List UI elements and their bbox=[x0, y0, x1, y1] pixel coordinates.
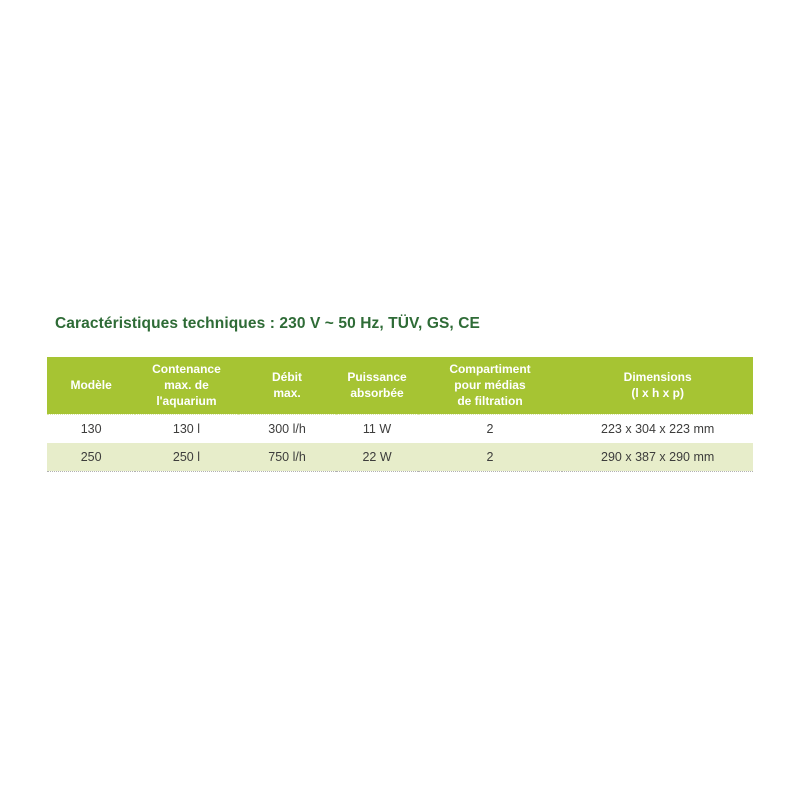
table-row-model-250: 250 250 l 750 l/h 22 W 2 290 x 387 x 290… bbox=[47, 443, 753, 472]
cell-model: 130 bbox=[47, 414, 136, 444]
cell-dimensions: 223 x 304 x 223 mm bbox=[562, 414, 753, 444]
cell-compartments: 2 bbox=[417, 443, 563, 472]
col-header-capacity: Contenance max. de l'aquarium bbox=[135, 357, 238, 415]
cell-capacity: 250 l bbox=[135, 443, 238, 472]
col-header-dimensions: Dimensions (l x h x p) bbox=[562, 357, 753, 415]
table-row-model-130: 130 130 l 300 l/h 11 W 2 223 x 304 x 223… bbox=[47, 414, 753, 444]
cell-compartments: 2 bbox=[417, 414, 563, 444]
table-header-row: Modèle Contenance max. de l'aquarium Déb… bbox=[47, 357, 753, 415]
spec-table: Modèle Contenance max. de l'aquarium Déb… bbox=[47, 357, 753, 472]
cell-power: 11 W bbox=[336, 414, 418, 444]
cell-model: 250 bbox=[47, 443, 136, 472]
col-header-model: Modèle bbox=[47, 357, 136, 415]
cell-flow-rate: 300 l/h bbox=[237, 414, 337, 444]
col-header-power: Puissance absorbée bbox=[336, 357, 418, 415]
cell-flow-rate: 750 l/h bbox=[237, 443, 337, 472]
col-header-compartments: Compartiment pour médias de filtration bbox=[417, 357, 563, 415]
cell-dimensions: 290 x 387 x 290 mm bbox=[562, 443, 753, 472]
section-title: Caractéristiques techniques : 230 V ~ 50… bbox=[55, 315, 480, 332]
cell-power: 22 W bbox=[336, 443, 418, 472]
col-header-flow-rate: Débit max. bbox=[237, 357, 337, 415]
cell-capacity: 130 l bbox=[135, 414, 238, 444]
